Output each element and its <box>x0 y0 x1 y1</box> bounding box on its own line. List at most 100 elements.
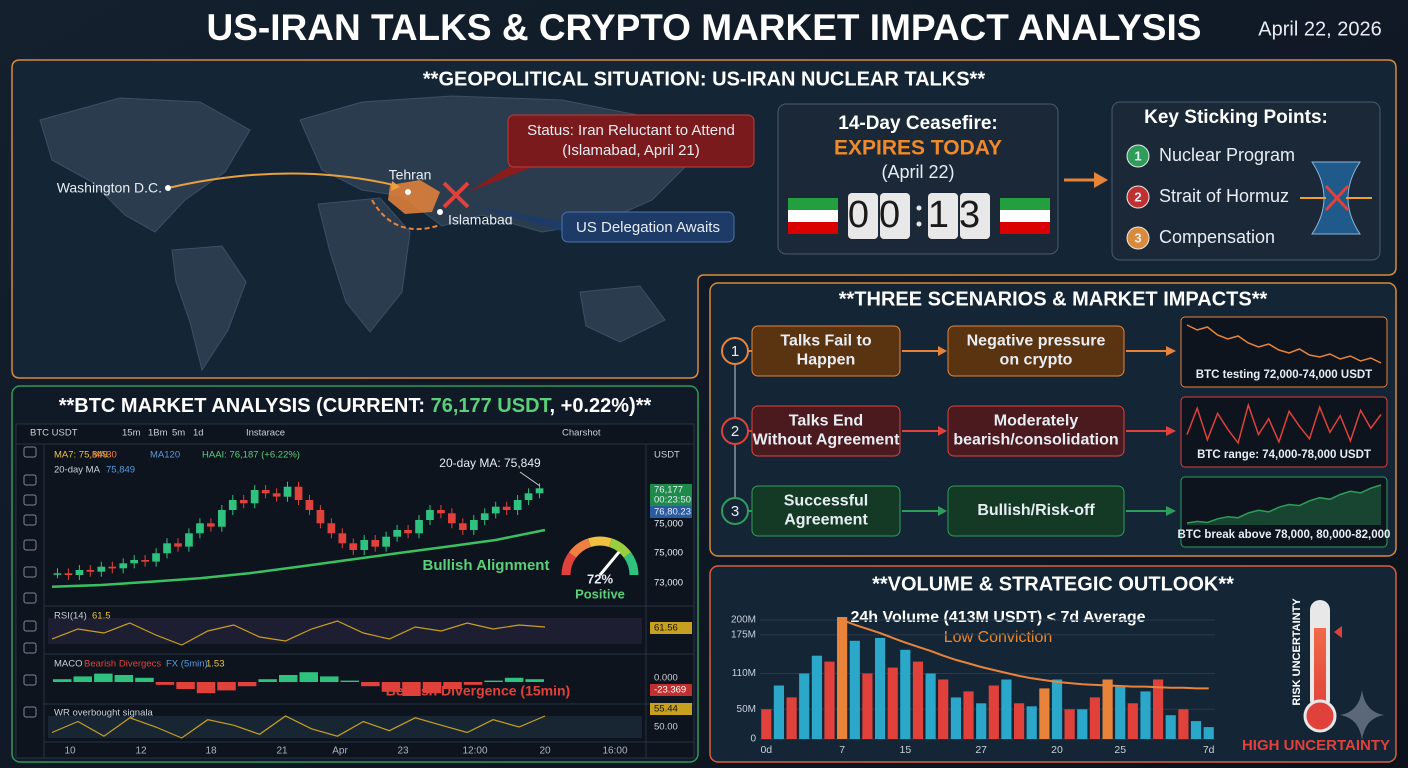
volume-title: **VOLUME & STRATEGIC OUTLOOK** <box>872 573 1234 595</box>
macd-bar <box>361 682 380 687</box>
x-tick-label: 20 <box>1051 744 1063 756</box>
macd-bar <box>381 682 401 692</box>
volume-bar <box>875 637 886 739</box>
rsi-band <box>48 618 642 644</box>
cause-text: Successful <box>784 493 868 510</box>
sparkle <box>1340 690 1384 740</box>
scenario-num: 3 <box>731 503 739 520</box>
callout-tail <box>468 160 530 192</box>
effect-text: Bullish/Risk-off <box>977 502 1095 519</box>
volume-bar <box>1026 706 1037 739</box>
volume-bar <box>912 661 924 739</box>
flag-stripe <box>1000 198 1050 210</box>
cause-box <box>751 485 901 537</box>
candle <box>283 486 292 497</box>
candle <box>437 510 445 514</box>
candle <box>294 486 303 500</box>
macd-note: Bearish Divergecs <box>84 659 161 670</box>
arrowhead <box>391 181 400 191</box>
ma20-value: 75,849 <box>106 465 135 476</box>
gauge-needle <box>598 550 621 576</box>
volume-headline: 24h Volume (413M USDT) < 7d Average <box>850 609 1145 626</box>
candle <box>97 566 106 572</box>
cause-box <box>751 405 901 457</box>
macd-bar <box>114 675 134 682</box>
candle <box>502 506 511 510</box>
thermometer-fill <box>1314 628 1326 712</box>
sticking-item: Strait of Hormuz <box>1159 186 1289 206</box>
digit-tile <box>928 193 958 239</box>
tool-icon <box>23 474 37 486</box>
number-badge <box>1126 185 1150 209</box>
candle <box>371 540 380 547</box>
flag-stripe <box>1000 210 1050 222</box>
effect-text: on crypto <box>1000 352 1073 369</box>
ma-legend: MA7: 75,849 <box>54 450 108 461</box>
sticking-list: 1 Nuclear Program 2 Strait of Hormuz 3 Compen… <box>1126 144 1295 250</box>
x-label: 18 <box>205 746 217 757</box>
city-dot <box>437 209 443 215</box>
candle <box>228 500 237 510</box>
candle <box>327 523 336 534</box>
candle <box>196 523 204 534</box>
macd-extra: FX (5min) <box>166 659 208 670</box>
macd-label: MACO <box>54 659 83 670</box>
candle <box>404 530 412 534</box>
mini-chart <box>1180 476 1388 548</box>
volume-bar <box>761 709 772 740</box>
price-label: 75,000 <box>654 519 683 530</box>
candle <box>75 570 84 575</box>
countdown-hours: 00 <box>848 194 910 236</box>
candle <box>272 493 281 497</box>
candle <box>491 506 500 514</box>
volume-bar <box>1089 697 1100 739</box>
candle <box>448 513 456 524</box>
wr-line <box>51 715 546 739</box>
macd-bar <box>196 682 216 694</box>
ma-annotation: 20-day MA: 75,849 <box>439 456 541 470</box>
volume-bar <box>1051 679 1063 739</box>
iran-region <box>388 180 440 214</box>
geo-title: **GEOPOLITICAL SITUATION: US-IRAN NUCLEA… <box>423 68 985 90</box>
tool-icon <box>23 674 37 686</box>
tool-icon <box>23 446 37 458</box>
cause-text: Talks Fail to <box>780 333 872 350</box>
flag <box>788 198 1050 234</box>
y-tick-label: 200M <box>731 615 756 626</box>
candle <box>64 573 73 575</box>
wr-badge <box>650 703 692 715</box>
macd-bar <box>443 682 462 689</box>
candle <box>53 573 62 575</box>
cancel-mark <box>1324 184 1350 212</box>
macd-bar <box>299 672 318 682</box>
volume-bar <box>773 685 784 739</box>
panel-dividers <box>44 605 694 743</box>
effect-box <box>947 485 1125 537</box>
gauge-segment <box>568 538 592 558</box>
wr-badge-bottom: 50.00 <box>654 722 678 733</box>
macd-bar <box>340 680 360 682</box>
volume-bar <box>1178 709 1189 740</box>
candle <box>426 510 434 520</box>
x-label: 12 <box>135 746 147 757</box>
rsi-badge <box>650 622 692 634</box>
gauge-segment <box>561 552 577 576</box>
volume-bar <box>1153 679 1164 739</box>
macd-bar <box>279 675 298 682</box>
effect-box <box>947 405 1125 457</box>
candle <box>152 553 160 562</box>
wr-badge-top: 55.44 <box>654 704 678 715</box>
sparkline-area <box>1187 485 1381 525</box>
pair-label: USDT <box>654 450 680 461</box>
gauge-segment <box>623 552 639 576</box>
y-tick-label: 175M <box>731 630 756 641</box>
btc-title-part: **BTC MARKET ANALYSIS (CURRENT: <box>59 395 431 417</box>
thermometer-bulb <box>1303 699 1337 733</box>
macd-bar <box>73 676 92 682</box>
x-label: 12:00 <box>462 746 487 757</box>
btc-price: 76,177 USDT <box>431 395 552 417</box>
price-badge <box>650 494 692 506</box>
volume-bar <box>862 673 873 739</box>
macd-bar <box>484 680 503 682</box>
